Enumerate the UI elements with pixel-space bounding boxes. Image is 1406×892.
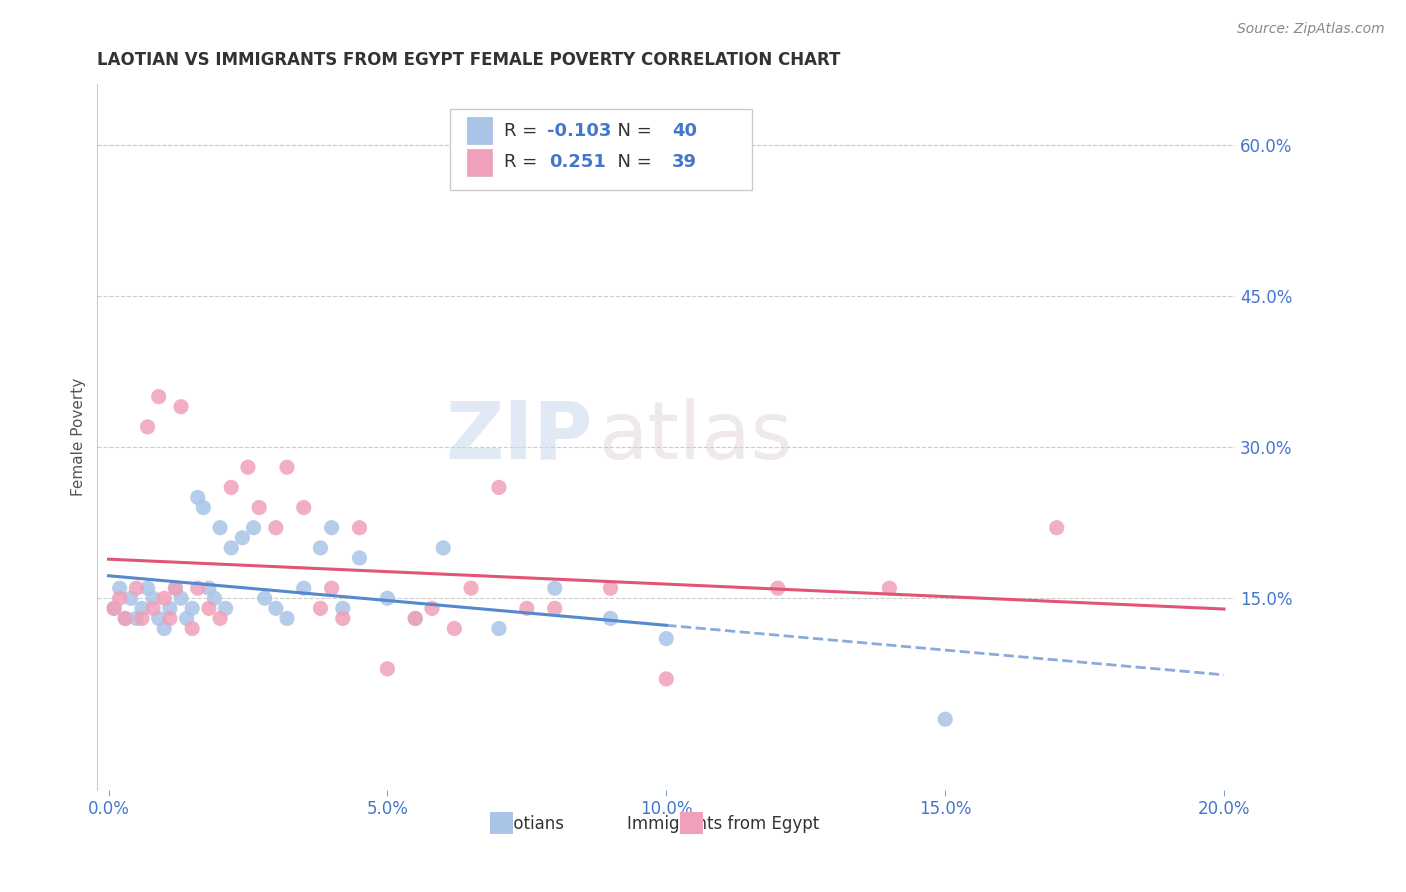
Point [349,521,371,535]
Point [148,390,170,404]
Point [219,480,242,494]
Point [136,420,159,434]
Text: LAOTIAN VS IMMIGRANTS FROM EGYPT FEMALE POVERTY CORRELATION CHART: LAOTIAN VS IMMIGRANTS FROM EGYPT FEMALE … [97,51,841,69]
Point [544,601,567,615]
Point [321,581,343,595]
Point [544,581,567,595]
Point [198,581,221,595]
Point [934,712,956,726]
Point [377,662,399,676]
Text: ZIP: ZIP [446,398,592,476]
Point [193,500,215,515]
Point [309,541,332,555]
Point [187,581,209,595]
Point [404,611,426,625]
Point [432,541,454,555]
Text: N =: N = [606,153,658,171]
Text: -0.103: -0.103 [547,121,612,140]
Point [125,611,148,625]
Point [159,601,181,615]
Point [170,400,193,414]
Point [142,601,165,615]
Point [198,601,221,615]
Point [131,611,153,625]
Point [165,581,187,595]
Point [879,581,901,595]
Point [181,601,204,615]
Text: 39: 39 [672,153,697,171]
Point [165,581,187,595]
Point [170,591,193,606]
Text: 40: 40 [672,121,697,140]
Text: Source: ZipAtlas.com: Source: ZipAtlas.com [1237,22,1385,37]
Point [103,601,125,615]
Point [108,581,131,595]
Point [159,611,181,625]
Point [332,611,354,625]
Point [599,581,621,595]
Point [276,460,298,475]
Text: Laotians: Laotians [495,814,565,833]
Text: atlas: atlas [598,398,793,476]
Point [131,601,153,615]
Text: R =: R = [503,153,548,171]
Point [181,622,204,636]
Point [236,460,259,475]
Point [309,601,332,615]
Point [599,611,621,625]
Point [404,611,426,625]
Point [214,601,236,615]
Point [108,591,131,606]
Point [276,611,298,625]
Point [148,611,170,625]
Text: 0.251: 0.251 [550,153,606,171]
Point [1046,521,1069,535]
Y-axis label: Female Poverty: Female Poverty [72,378,86,496]
Point [142,591,165,606]
Point [332,601,354,615]
FancyBboxPatch shape [450,109,752,190]
Text: Immigrants from Egypt: Immigrants from Egypt [627,814,820,833]
FancyBboxPatch shape [489,813,513,833]
Point [209,611,232,625]
Point [153,622,176,636]
Point [488,622,510,636]
Point [253,591,276,606]
Point [231,531,253,545]
FancyBboxPatch shape [681,813,703,833]
Point [488,480,510,494]
Point [153,591,176,606]
Point [136,581,159,595]
Point [242,521,264,535]
Point [209,521,232,535]
Point [377,591,399,606]
Point [460,581,482,595]
Point [264,601,287,615]
Point [125,581,148,595]
FancyBboxPatch shape [467,117,492,145]
Text: R =: R = [503,121,543,140]
Point [766,581,789,595]
Point [420,601,443,615]
Point [321,521,343,535]
Point [204,591,226,606]
Point [292,581,315,595]
Point [443,622,465,636]
Point [655,632,678,646]
Point [120,591,142,606]
Point [655,672,678,686]
Text: N =: N = [606,121,658,140]
Point [292,500,315,515]
Point [114,611,136,625]
Point [349,550,371,565]
Point [247,500,270,515]
Point [176,611,198,625]
Point [264,521,287,535]
Point [219,541,242,555]
Point [187,491,209,505]
FancyBboxPatch shape [467,149,492,176]
Point [103,601,125,615]
Point [114,611,136,625]
Point [516,601,538,615]
